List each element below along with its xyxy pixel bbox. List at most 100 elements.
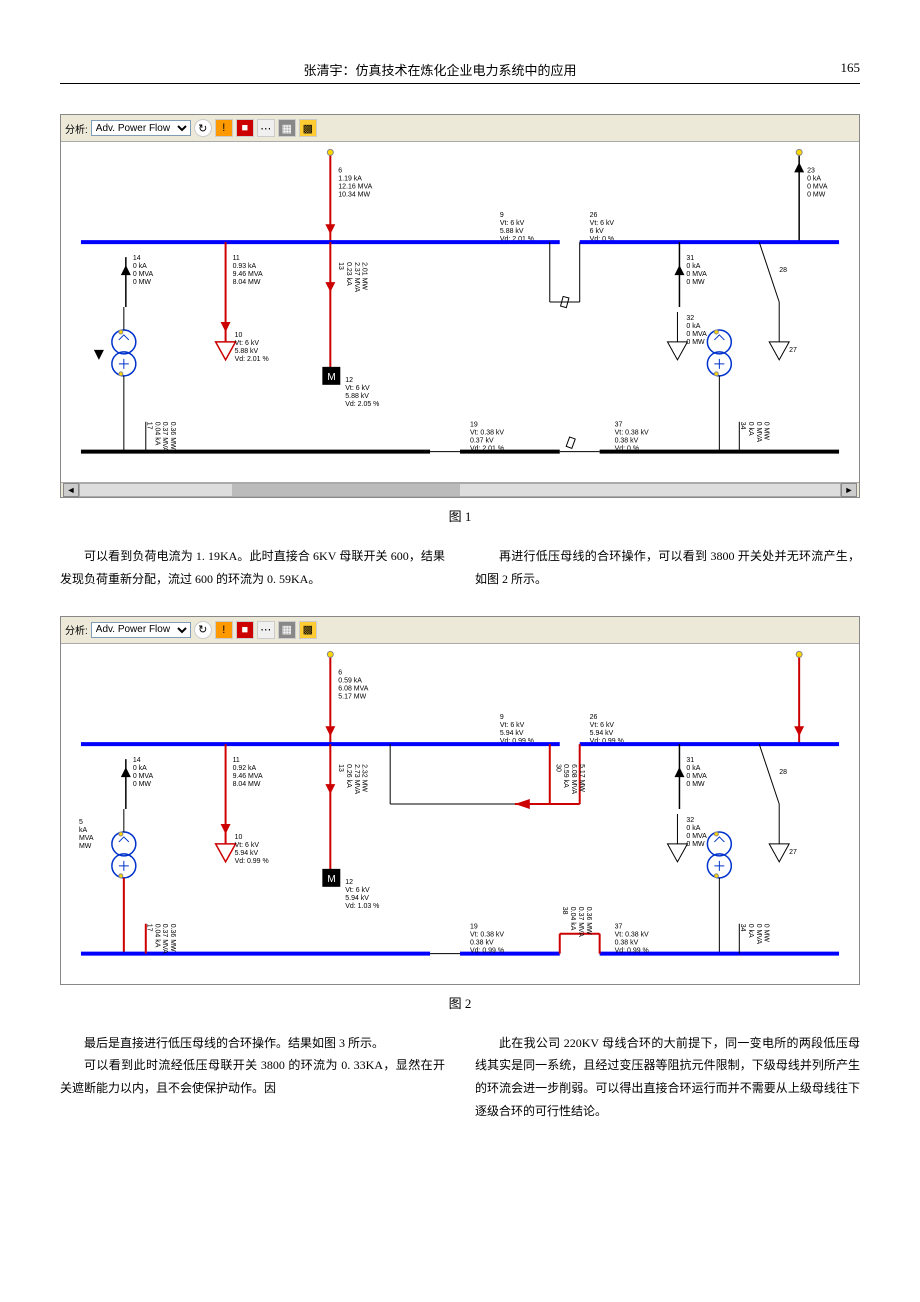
svg-text:Vt: 0.38 kV: Vt: 0.38 kV <box>470 430 504 437</box>
svg-text:23: 23 <box>807 167 815 174</box>
svg-text:26: 26 <box>590 714 598 721</box>
svg-text:M: M <box>327 873 335 884</box>
svg-text:37: 37 <box>615 422 623 429</box>
svg-text:0 kA: 0 kA <box>133 765 147 772</box>
svg-text:Vt: 6 kV: Vt: 6 kV <box>345 886 370 893</box>
svg-text:12: 12 <box>345 878 353 885</box>
scroll-left-icon[interactable]: ◄ <box>63 483 79 497</box>
svg-text:0 MW: 0 MW <box>686 279 705 286</box>
chart-icon[interactable]: ▩ <box>299 621 317 639</box>
svg-text:5: 5 <box>79 819 83 826</box>
svg-text:Vd: 2.05 %: Vd: 2.05 % <box>345 401 379 408</box>
svg-text:Vd: 2.01 %: Vd: 2.01 % <box>470 446 504 453</box>
svg-text:27: 27 <box>789 848 797 855</box>
svg-text:34: 34 <box>739 923 746 931</box>
svg-text:0 MW: 0 MW <box>807 191 826 198</box>
svg-text:0.93 kA: 0.93 kA <box>233 263 257 270</box>
para-2-right: 此在我公司 220KV 母线合环的大前提下，同一变电所的两段低压母线其实是同一系… <box>475 1032 860 1123</box>
report-icon[interactable]: ▦ <box>278 119 296 137</box>
svg-text:19: 19 <box>470 422 478 429</box>
svg-text:9.46 MVA: 9.46 MVA <box>233 271 263 278</box>
svg-text:Vt: 6 kV: Vt: 6 kV <box>500 722 525 729</box>
scrollbar[interactable]: ◄ ► <box>61 482 859 497</box>
scroll-right-icon[interactable]: ► <box>841 483 857 497</box>
svg-text:Vd: 0.99 %: Vd: 0.99 % <box>470 947 504 954</box>
options-icon[interactable]: ⋯ <box>257 621 275 639</box>
svg-text:M: M <box>327 372 335 383</box>
svg-text:5.94 kV: 5.94 kV <box>590 730 614 737</box>
svg-text:0.38 kV: 0.38 kV <box>615 939 639 946</box>
svg-text:0 MVA: 0 MVA <box>133 773 154 780</box>
svg-text:Vd: 0.99 %: Vd: 0.99 % <box>235 857 269 864</box>
toolbar-label: 分析: <box>65 121 88 136</box>
para-2-left-1: 最后是直接进行低压母线的合环操作。结果如图 3 所示。 <box>60 1032 445 1055</box>
svg-text:0.36 MW: 0.36 MW <box>169 422 176 450</box>
svg-text:34: 34 <box>739 422 746 430</box>
svg-text:0 MW: 0 MW <box>686 841 705 848</box>
svg-text:Vt: 0.38 kV: Vt: 0.38 kV <box>615 430 649 437</box>
svg-text:kA: kA <box>79 827 87 834</box>
refresh-icon[interactable]: ↻ <box>194 119 212 137</box>
figure-1-caption: 图 1 <box>60 506 860 525</box>
svg-text:32: 32 <box>686 315 694 322</box>
svg-text:13: 13 <box>337 764 344 772</box>
warning-icon[interactable]: ! <box>215 119 233 137</box>
svg-text:0.37 kV: 0.37 kV <box>470 438 494 445</box>
svg-text:0 MVA: 0 MVA <box>686 773 707 780</box>
svg-text:14: 14 <box>133 255 141 262</box>
svg-text:0 MVA: 0 MVA <box>755 923 762 944</box>
svg-text:8.04 MW: 8.04 MW <box>233 781 261 788</box>
figure-1-diagram: 6 1.19 kA 12.16 MVA 10.34 MW 23 0 kA 0 M… <box>61 142 859 482</box>
report-icon[interactable]: ▦ <box>278 621 296 639</box>
options-icon[interactable]: ⋯ <box>257 119 275 137</box>
svg-text:0.36 MW: 0.36 MW <box>585 906 592 934</box>
svg-text:Vt: 6 kV: Vt: 6 kV <box>500 220 525 227</box>
svg-text:Vt: 6 kV: Vt: 6 kV <box>235 340 260 347</box>
svg-text:0.26 kA: 0.26 kA <box>345 764 352 788</box>
svg-text:0 MVA: 0 MVA <box>755 422 762 443</box>
chart-icon[interactable]: ▩ <box>299 119 317 137</box>
analysis-select-2[interactable]: Adv. Power Flow <box>91 622 191 638</box>
stop-icon[interactable]: ■ <box>236 621 254 639</box>
svg-text:17: 17 <box>145 422 152 430</box>
svg-text:0 kA: 0 kA <box>686 263 700 270</box>
svg-text:12: 12 <box>345 377 353 384</box>
refresh-icon[interactable]: ↻ <box>194 621 212 639</box>
warning-icon[interactable]: ! <box>215 621 233 639</box>
svg-text:0.23 kA: 0.23 kA <box>345 262 352 286</box>
svg-text:17: 17 <box>145 923 152 931</box>
svg-text:0 MVA: 0 MVA <box>686 271 707 278</box>
svg-text:0 kA: 0 kA <box>133 263 147 270</box>
svg-text:MW: MW <box>79 843 92 850</box>
figure-2-diagram: 6 0.59 kA 6.08 MVA 5.17 MW 9 Vt: 6 kV 5.… <box>61 644 859 984</box>
svg-text:0 MVA: 0 MVA <box>807 183 828 190</box>
svg-text:28: 28 <box>779 769 787 776</box>
svg-text:2.37 MVA: 2.37 MVA <box>353 262 360 292</box>
svg-text:0.37 MVA: 0.37 MVA <box>161 923 168 953</box>
svg-text:5.88 kV: 5.88 kV <box>235 348 259 355</box>
header-title: 张清宇：仿真技术在炼化企业电力系统中的应用 <box>60 60 820 79</box>
svg-text:1.19 kA: 1.19 kA <box>338 175 362 182</box>
svg-text:Vt: 6 kV: Vt: 6 kV <box>235 842 260 849</box>
svg-text:0 MW: 0 MW <box>763 923 770 942</box>
svg-text:14: 14 <box>133 757 141 764</box>
svg-text:0.92 kA: 0.92 kA <box>233 765 257 772</box>
svg-text:0 MW: 0 MW <box>686 339 705 346</box>
analysis-select[interactable]: Adv. Power Flow <box>91 120 191 136</box>
svg-text:0 MVA: 0 MVA <box>686 833 707 840</box>
svg-text:9: 9 <box>500 714 504 721</box>
svg-text:0 kA: 0 kA <box>747 422 754 436</box>
svg-text:37: 37 <box>615 923 623 930</box>
paragraph-block-1: 可以看到负荷电流为 1. 19KA。此时直接合 6KV 母联开关 600，结果发… <box>60 545 860 591</box>
svg-text:2.01 MW: 2.01 MW <box>361 262 368 290</box>
svg-text:Vd: 2.01 %: Vd: 2.01 % <box>235 356 269 363</box>
svg-text:5.17 MW: 5.17 MW <box>338 693 366 700</box>
para-2-left-2: 可以看到此时流经低压母联开关 3800 的环流为 0. 33KA，显然在开关遮断… <box>60 1054 445 1100</box>
svg-text:0 kA: 0 kA <box>807 175 821 182</box>
svg-text:Vd: 0.99 %: Vd: 0.99 % <box>615 947 649 954</box>
svg-text:2.73 MVA: 2.73 MVA <box>353 764 360 794</box>
svg-text:Vt: 6 kV: Vt: 6 kV <box>345 385 370 392</box>
stop-icon[interactable]: ■ <box>236 119 254 137</box>
svg-text:10: 10 <box>235 332 243 339</box>
svg-text:13: 13 <box>337 262 344 270</box>
